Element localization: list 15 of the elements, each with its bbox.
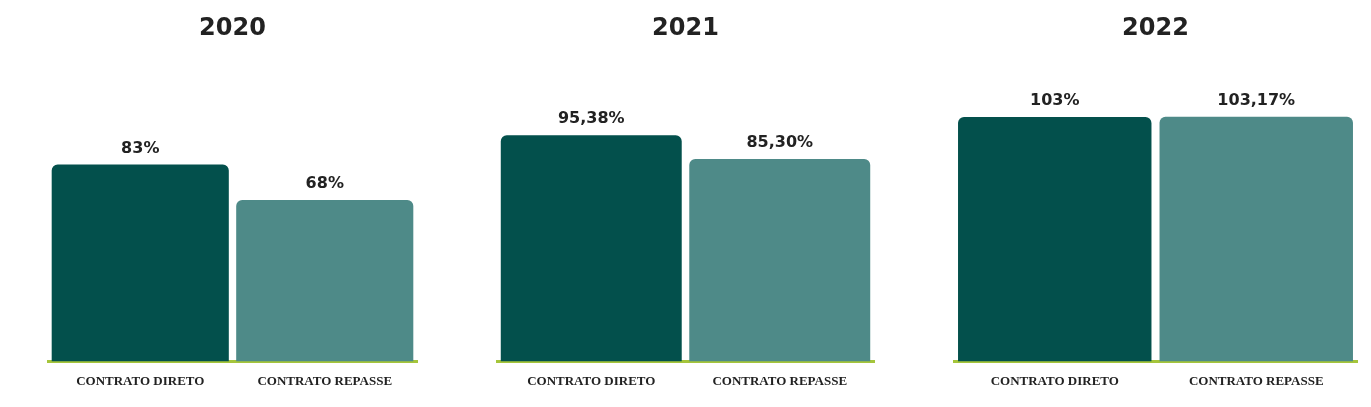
x-tick-label: CONTRATO REPASSE [257, 372, 393, 388]
data-label: 85,30% [746, 132, 814, 152]
x-tick-label: CONTRATO REPASSE [712, 372, 848, 388]
chart-title: 2021 [652, 12, 719, 41]
x-tick-label: CONTRATO DIRETO [990, 372, 1119, 388]
data-label: 68% [305, 173, 344, 193]
x-tick-label: CONTRATO DIRETO [527, 372, 656, 388]
chart-title: 2022 [1122, 12, 1189, 41]
data-label: 103,17% [1217, 89, 1296, 109]
chart-title: 2020 [199, 12, 266, 41]
x-tick-label: CONTRATO DIRETO [76, 372, 205, 388]
data-label: 83% [121, 137, 160, 157]
x-tick-label: CONTRATO REPASSE [1188, 372, 1324, 388]
data-label: 95,38% [557, 108, 625, 128]
data-label: 103% [1030, 90, 1080, 110]
